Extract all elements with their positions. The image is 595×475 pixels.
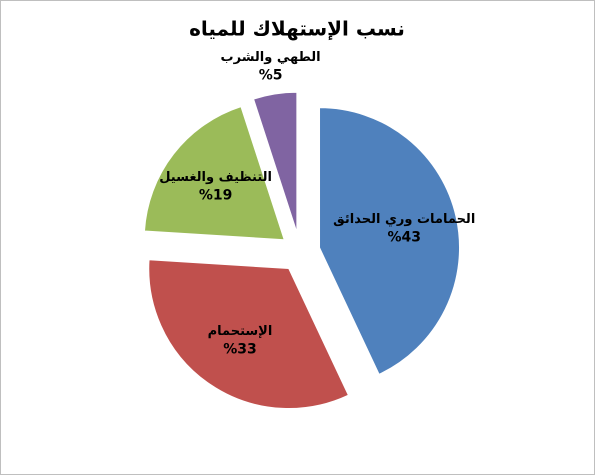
pie-slice [252, 91, 298, 233]
pie-slice [319, 107, 460, 375]
pie-slice [148, 259, 350, 409]
value-label: %43 [387, 230, 421, 246]
slice-label: الحمامات وري الحدائق [333, 212, 475, 227]
slice-label: الإستحمام [208, 324, 273, 339]
pie-slice [143, 105, 285, 241]
chart-title: نسب الإستهلاك للمياه [189, 17, 405, 41]
value-label: %33 [223, 341, 257, 357]
slice-label: الطهي والشرب [221, 50, 321, 65]
slice-label: التنظيف والغسيل [159, 170, 272, 185]
value-label: %19 [199, 188, 233, 204]
value-label: %5 [259, 67, 283, 83]
